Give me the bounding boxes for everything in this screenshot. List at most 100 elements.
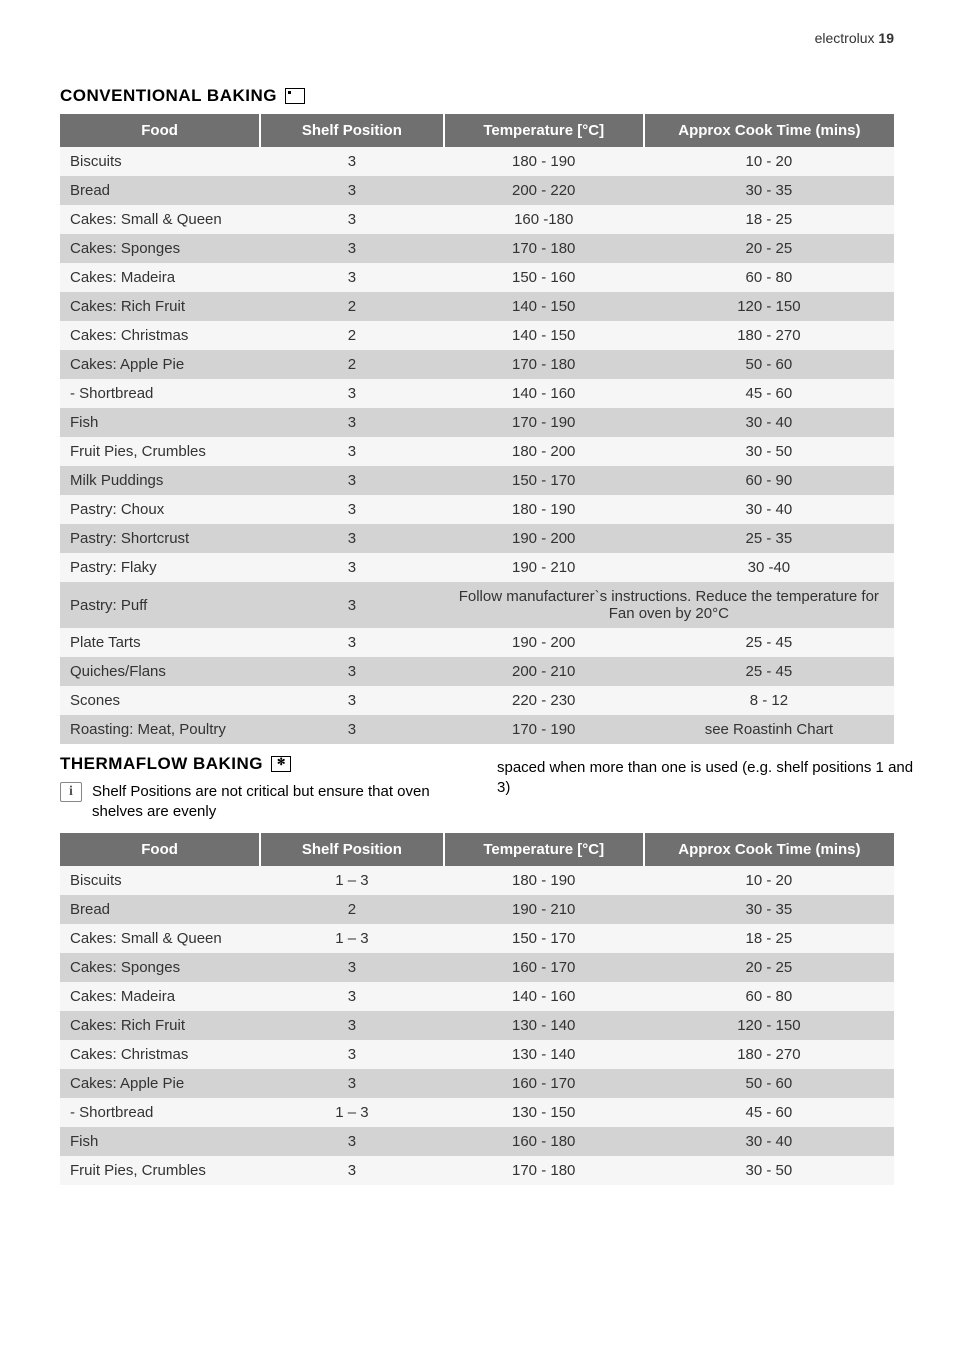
cell-food: - Shortbread [60, 379, 260, 408]
cell-shelf: 3 [260, 379, 443, 408]
col-time: Approx Cook Time (mins) [644, 833, 894, 866]
cell-shelf: 3 [260, 1156, 443, 1185]
cell-food: Pastry: Shortcrust [60, 524, 260, 553]
cell-shelf: 2 [260, 321, 443, 350]
table-row: Fruit Pies, Crumbles3170 - 18030 - 50 [60, 1156, 894, 1185]
cell-shelf: 3 [260, 582, 443, 628]
cell-shelf: 3 [260, 686, 443, 715]
cell-food: - Shortbread [60, 1098, 260, 1127]
cell-food: Quiches/Flans [60, 657, 260, 686]
cell-temp: 170 - 180 [444, 1156, 644, 1185]
cell-temp: 190 - 200 [444, 524, 644, 553]
cell-time: see Roastinh Chart [644, 715, 894, 744]
cell-shelf: 1 – 3 [260, 1098, 443, 1127]
cell-time: 30 - 35 [644, 895, 894, 924]
cell-time: 30 - 40 [644, 495, 894, 524]
page-number: 19 [878, 30, 894, 46]
table-row: - Shortbread3140 - 16045 - 60 [60, 379, 894, 408]
cell-shelf: 1 – 3 [260, 866, 443, 895]
col-shelf: Shelf Position [260, 833, 443, 866]
cell-shelf: 1 – 3 [260, 924, 443, 953]
cell-temp: 180 - 190 [444, 147, 644, 176]
table-row: Milk Puddings3150 - 17060 - 90 [60, 466, 894, 495]
conventional-heading: CONVENTIONAL BAKING [60, 86, 894, 106]
cell-food: Cakes: Rich Fruit [60, 292, 260, 321]
cell-shelf: 3 [260, 715, 443, 744]
cell-shelf: 3 [260, 1040, 443, 1069]
table-row: - Shortbread1 – 3130 - 15045 - 60 [60, 1098, 894, 1127]
cell-temp: 170 - 180 [444, 350, 644, 379]
cell-time: 60 - 80 [644, 263, 894, 292]
table-row: Cakes: Sponges3170 - 18020 - 25 [60, 234, 894, 263]
cell-temp: 180 - 190 [444, 495, 644, 524]
cell-time: 20 - 25 [644, 953, 894, 982]
cell-time: 30 - 50 [644, 437, 894, 466]
cell-shelf: 3 [260, 147, 443, 176]
cell-time: 180 - 270 [644, 321, 894, 350]
thermaflow-mode-icon [271, 756, 291, 772]
cell-shelf: 3 [260, 553, 443, 582]
cell-shelf: 3 [260, 524, 443, 553]
cell-shelf: 3 [260, 657, 443, 686]
cell-food: Cakes: Christmas [60, 1040, 260, 1069]
cell-temp: 200 - 220 [444, 176, 644, 205]
table-row: Cakes: Rich Fruit3130 - 140120 - 150 [60, 1011, 894, 1040]
cell-food: Roasting: Meat, Poultry [60, 715, 260, 744]
conventional-heading-text: CONVENTIONAL BAKING [60, 86, 277, 106]
table-row: Cakes: Sponges3160 - 17020 - 25 [60, 953, 894, 982]
thermaflow-table: Food Shelf Position Temperature [°C] App… [60, 833, 894, 1185]
cell-temp: 180 - 200 [444, 437, 644, 466]
cell-time: 45 - 60 [644, 379, 894, 408]
cell-temp: 140 - 160 [444, 379, 644, 408]
cell-food: Plate Tarts [60, 628, 260, 657]
cell-food: Pastry: Choux [60, 495, 260, 524]
cell-food: Cakes: Sponges [60, 953, 260, 982]
cell-time: 120 - 150 [644, 1011, 894, 1040]
thermaflow-heading: THERMAFLOW BAKING [60, 754, 477, 774]
cell-temp: 150 - 160 [444, 263, 644, 292]
cell-shelf: 3 [260, 205, 443, 234]
cell-time: 50 - 60 [644, 350, 894, 379]
cell-food: Biscuits [60, 147, 260, 176]
conventional-table: Food Shelf Position Temperature [°C] App… [60, 114, 894, 744]
table-row: Roasting: Meat, Poultry3170 - 190see Roa… [60, 715, 894, 744]
cell-food: Pastry: Flaky [60, 553, 260, 582]
cell-temp: 130 - 140 [444, 1011, 644, 1040]
cell-time: 20 - 25 [644, 234, 894, 263]
cell-temp: 150 - 170 [444, 466, 644, 495]
cell-food: Pastry: Puff [60, 582, 260, 628]
cell-temp: 170 - 190 [444, 715, 644, 744]
cell-temp: 190 - 200 [444, 628, 644, 657]
cell-time: 30 -40 [644, 553, 894, 582]
table-row: Pastry: Puff3Follow manufacturer`s instr… [60, 582, 894, 628]
cell-food: Cakes: Small & Queen [60, 205, 260, 234]
cell-food: Scones [60, 686, 260, 715]
cell-shelf: 3 [260, 953, 443, 982]
table-row: Bread2190 - 21030 - 35 [60, 895, 894, 924]
cell-time: 120 - 150 [644, 292, 894, 321]
table-row: Bread3200 - 22030 - 35 [60, 176, 894, 205]
cell-food: Cakes: Sponges [60, 234, 260, 263]
cell-time: 30 - 35 [644, 176, 894, 205]
page-header: electrolux 19 [60, 30, 894, 46]
cell-merged-note: Follow manufacturer`s instructions. Redu… [444, 582, 894, 628]
cell-shelf: 2 [260, 350, 443, 379]
cell-temp: 130 - 150 [444, 1098, 644, 1127]
thermaflow-heading-text: THERMAFLOW BAKING [60, 754, 263, 774]
cell-time: 45 - 60 [644, 1098, 894, 1127]
cell-temp: 160 -180 [444, 205, 644, 234]
cell-food: Cakes: Christmas [60, 321, 260, 350]
cell-shelf: 3 [260, 628, 443, 657]
cell-food: Fruit Pies, Crumbles [60, 437, 260, 466]
table-row: Cakes: Apple Pie3160 - 17050 - 60 [60, 1069, 894, 1098]
thermaflow-note-right: spaced when more than one is used (e.g. … [497, 754, 914, 799]
col-food: Food [60, 114, 260, 147]
cell-food: Cakes: Small & Queen [60, 924, 260, 953]
cell-temp: 160 - 180 [444, 1127, 644, 1156]
table-row: Cakes: Small & Queen1 – 3150 - 17018 - 2… [60, 924, 894, 953]
table-row: Cakes: Rich Fruit2140 - 150120 - 150 [60, 292, 894, 321]
cell-time: 25 - 45 [644, 657, 894, 686]
table-row: Pastry: Choux3180 - 19030 - 40 [60, 495, 894, 524]
cell-temp: 150 - 170 [444, 924, 644, 953]
table-row: Quiches/Flans3200 - 21025 - 45 [60, 657, 894, 686]
